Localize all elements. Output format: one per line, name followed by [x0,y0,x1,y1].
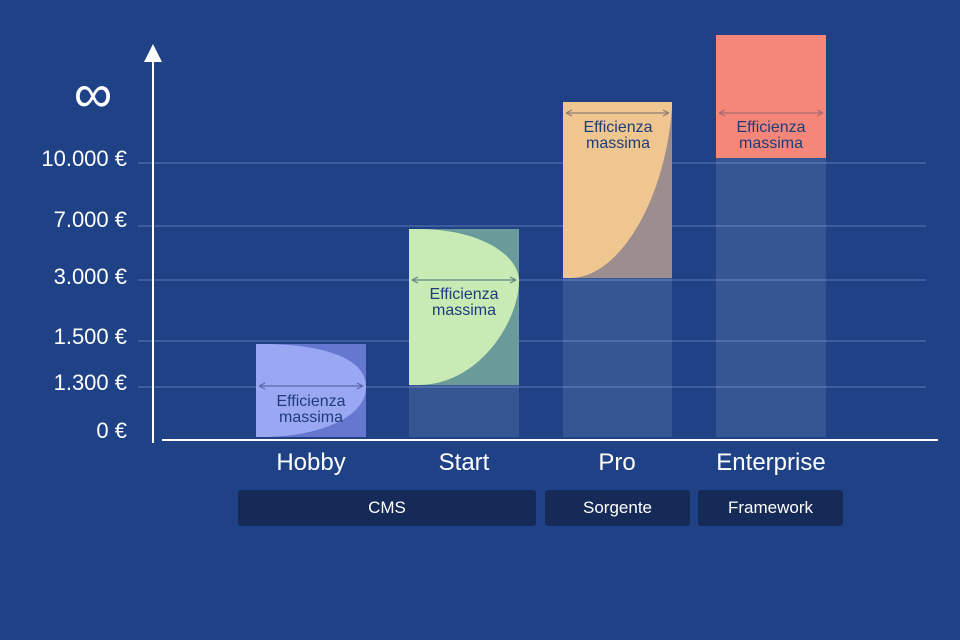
bar-enterprise [716,35,826,158]
plan-name-hobby: Hobby [276,449,346,476]
efficiency-label-line2: massima [585,135,650,152]
bar-enterprise-box [716,35,826,158]
y-tick-label: 7.000 € [53,207,127,232]
column-bg-pro [563,278,672,437]
tech-label-cms: CMS [238,490,536,526]
efficiency-label-hobby: Efficienza massima [256,394,366,426]
bar-start-curve [409,229,519,385]
efficiency-label-line1: Efficienza [429,286,499,303]
bar-hobby-arrowheads [258,382,364,390]
axes [144,44,938,443]
efficiency-label-line2: massima [278,409,343,426]
bar-hobby-curve [256,344,366,437]
efficiency-label-line2: massima [738,135,803,152]
bar-start-arrowheads [411,276,517,284]
y-tick-label: 10.000 € [41,146,127,171]
plan-name-start: Start [438,449,490,476]
y-tick-label: 0 € [96,418,127,443]
bar-pro-arrowheads [565,109,670,117]
plan-name-pro: Pro [598,449,636,476]
column-bg-start [409,385,519,437]
tech-label-sorgente: Sorgente [545,490,690,526]
bar-pro-curve [563,102,672,278]
y-tick-label: 1.300 € [53,370,127,395]
bar-pro [563,102,672,278]
tech-label-framework: Framework [698,490,843,526]
infinity-label: ∞ [73,64,113,124]
efficiency-label-line1: Efficienza [276,393,346,410]
y-tick-label: 3.000 € [53,264,127,289]
efficiency-label-line1: Efficienza [583,119,653,136]
efficiency-label-start: Efficienza massima [409,287,519,319]
y-tick-label: 1.500 € [53,324,127,349]
efficiency-label-pro: Efficienza massima [563,120,673,152]
bar-enterprise-arrowheads [718,109,824,117]
column-bg-enterprise [716,158,826,437]
bar-hobby [256,344,366,437]
efficiency-label-enterprise: Efficienza massima [716,120,826,152]
bar-start [409,229,519,385]
plan-name-enterprise: Enterprise [716,449,826,476]
column-backgrounds [409,158,826,437]
efficiency-label-line2: massima [431,302,496,319]
efficiency-label-line1: Efficienza [736,119,806,136]
y-axis-arrow [144,44,162,62]
